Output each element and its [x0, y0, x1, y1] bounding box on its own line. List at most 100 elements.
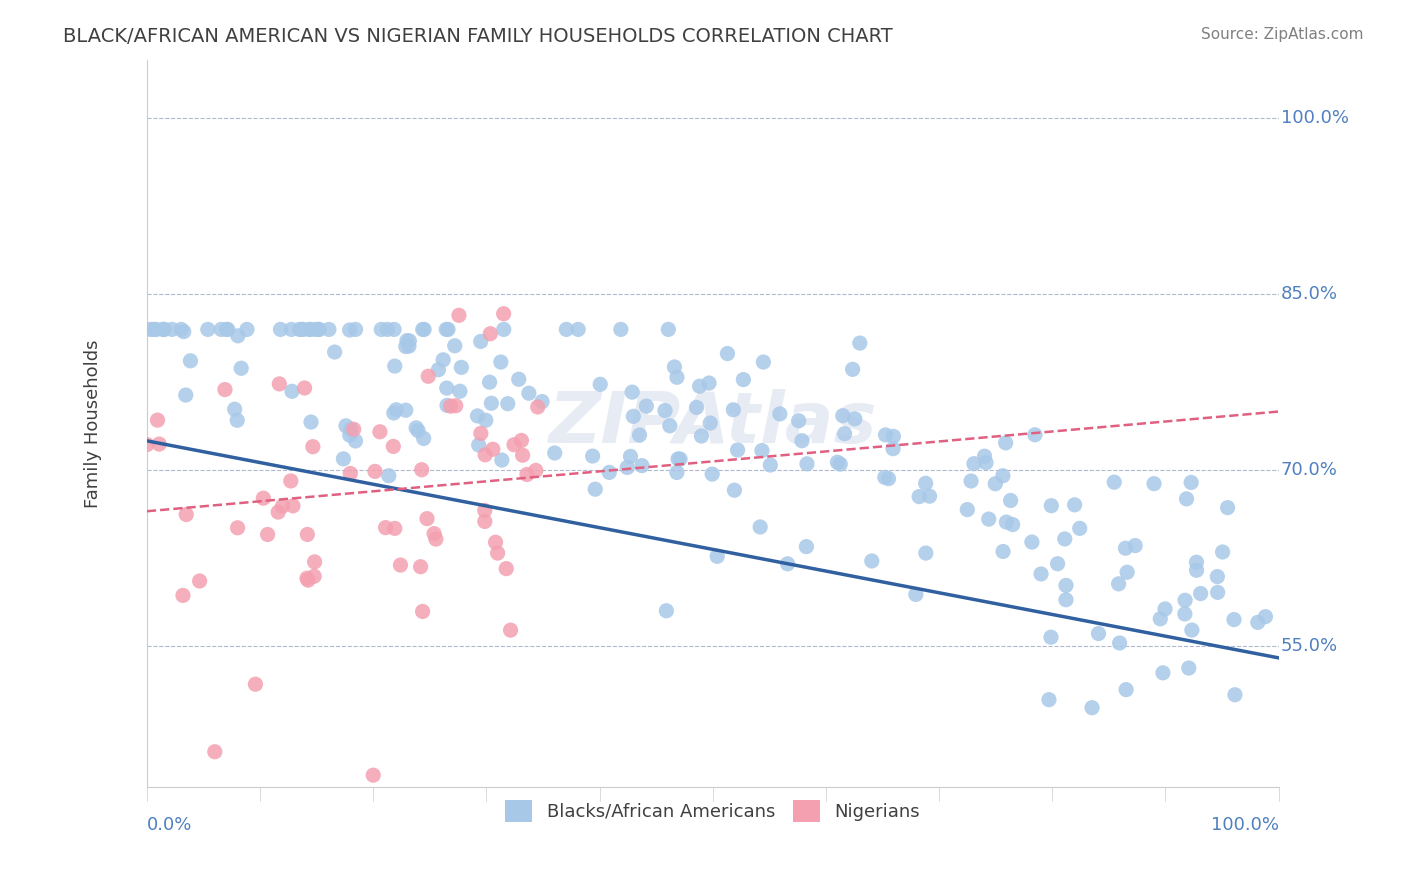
- Point: [994, 435, 1017, 450]
- Point: [444, 399, 467, 413]
- Point: [179, 353, 201, 368]
- Point: [339, 467, 361, 481]
- Point: [323, 345, 346, 359]
- Point: [382, 322, 405, 336]
- Point: [844, 412, 866, 426]
- Text: 100.0%: 100.0%: [1211, 816, 1278, 834]
- Point: [343, 422, 366, 436]
- Point: [142, 322, 165, 336]
- Point: [432, 352, 454, 367]
- Point: [1039, 630, 1062, 644]
- Point: [621, 409, 644, 424]
- Point: [581, 449, 603, 463]
- Point: [280, 322, 302, 336]
- Point: [385, 402, 408, 417]
- Point: [831, 409, 853, 423]
- Point: [508, 372, 530, 386]
- Point: [882, 429, 904, 443]
- Point: [482, 442, 505, 457]
- Point: [973, 449, 995, 463]
- Point: [589, 377, 612, 392]
- Point: [467, 438, 489, 452]
- Point: [136, 437, 159, 451]
- Point: [153, 322, 176, 336]
- Point: [291, 322, 314, 336]
- Point: [995, 515, 1018, 529]
- Point: [447, 308, 470, 322]
- Point: [727, 443, 749, 458]
- Point: [474, 503, 496, 517]
- Point: [409, 559, 432, 574]
- Point: [1189, 586, 1212, 600]
- Point: [503, 438, 526, 452]
- Point: [389, 558, 412, 572]
- Point: [295, 571, 318, 585]
- Point: [416, 511, 439, 525]
- Point: [960, 474, 983, 488]
- Point: [398, 339, 420, 353]
- Point: [475, 413, 498, 427]
- Point: [510, 434, 533, 448]
- Point: [914, 476, 936, 491]
- Point: [378, 468, 401, 483]
- Point: [299, 322, 322, 336]
- Point: [841, 362, 863, 376]
- Point: [1069, 521, 1091, 535]
- Point: [516, 467, 538, 482]
- Point: [702, 467, 724, 481]
- Point: [1053, 532, 1076, 546]
- Point: [1174, 607, 1197, 621]
- Point: [974, 456, 997, 470]
- Point: [1115, 541, 1137, 556]
- Text: 85.0%: 85.0%: [1281, 285, 1339, 303]
- Text: 100.0%: 100.0%: [1281, 109, 1348, 128]
- Point: [231, 361, 253, 376]
- Point: [991, 468, 1014, 483]
- Point: [226, 328, 249, 343]
- Point: [427, 362, 450, 376]
- Point: [297, 527, 319, 541]
- Point: [904, 587, 927, 601]
- Point: [621, 385, 644, 400]
- Point: [269, 376, 291, 391]
- Point: [669, 452, 692, 467]
- Point: [215, 322, 238, 336]
- Point: [413, 322, 436, 336]
- Point: [495, 561, 517, 575]
- Point: [517, 386, 540, 401]
- Point: [796, 540, 818, 554]
- Point: [139, 322, 162, 336]
- Point: [1024, 427, 1046, 442]
- Point: [636, 399, 658, 413]
- Point: [217, 322, 239, 336]
- Point: [307, 322, 329, 336]
- Point: [492, 307, 515, 321]
- Point: [299, 415, 322, 429]
- Point: [204, 745, 226, 759]
- Point: [628, 428, 651, 442]
- Point: [1038, 692, 1060, 706]
- Point: [302, 440, 325, 454]
- Point: [1054, 578, 1077, 592]
- Point: [478, 375, 501, 389]
- Point: [440, 399, 463, 413]
- Point: [252, 491, 274, 506]
- Point: [406, 424, 429, 438]
- Point: [423, 526, 446, 541]
- Point: [226, 521, 249, 535]
- Point: [830, 457, 852, 471]
- Point: [437, 322, 460, 336]
- Point: [145, 322, 167, 336]
- Point: [170, 322, 193, 336]
- Point: [796, 457, 818, 471]
- Point: [1054, 592, 1077, 607]
- Point: [267, 505, 290, 519]
- Point: [1001, 517, 1024, 532]
- Point: [665, 466, 688, 480]
- Point: [479, 396, 502, 410]
- Point: [963, 457, 986, 471]
- Point: [1223, 613, 1246, 627]
- Point: [1223, 688, 1246, 702]
- Point: [412, 604, 434, 618]
- Point: [281, 384, 304, 399]
